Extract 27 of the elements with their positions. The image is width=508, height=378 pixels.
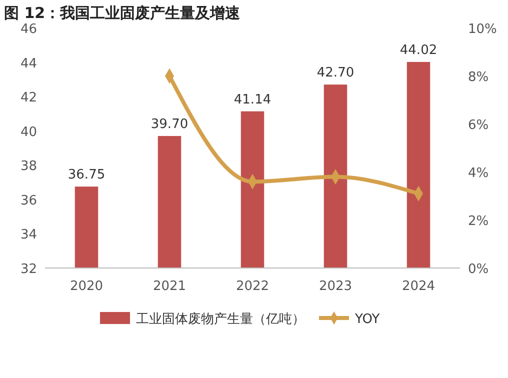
data-label: 39.70 — [150, 117, 188, 132]
y2-tick-label: 8% — [468, 70, 489, 85]
y2-tick-label: 6% — [468, 118, 489, 133]
y-tick-label: 46 — [20, 22, 37, 37]
y-tick-label: 32 — [20, 262, 37, 277]
y-tick-label: 42 — [20, 90, 37, 106]
y-tick-label: 40 — [20, 124, 37, 140]
x-tick-label: 2020 — [70, 279, 104, 294]
x-tick-label: 2023 — [318, 279, 352, 294]
data-label: 44.02 — [400, 42, 438, 58]
data-label: 41.14 — [234, 92, 272, 108]
y-tick-label: 34 — [20, 228, 37, 243]
x-tick-label: 2021 — [152, 279, 186, 294]
y2-tick-label: 10% — [468, 22, 497, 37]
chart-title: 图 12：我国工业固废产生量及增速 — [4, 4, 242, 22]
y-tick-label: 44 — [20, 56, 37, 72]
y2-tick-label: 0% — [468, 262, 489, 277]
data-label: 42.70 — [316, 66, 354, 81]
y-tick-label: 38 — [20, 159, 37, 174]
data-label: 36.75 — [68, 168, 106, 183]
x-tick-label: 2024 — [402, 279, 436, 294]
x-tick-label: 2022 — [236, 279, 270, 294]
y2-tick-label: 2% — [468, 214, 489, 229]
legend-label: 工业固体废物产生量（亿吨） — [136, 312, 305, 327]
legend-label: YOY — [354, 312, 380, 327]
y2-tick-label: 4% — [468, 166, 489, 181]
y-tick-label: 36 — [20, 193, 37, 208]
